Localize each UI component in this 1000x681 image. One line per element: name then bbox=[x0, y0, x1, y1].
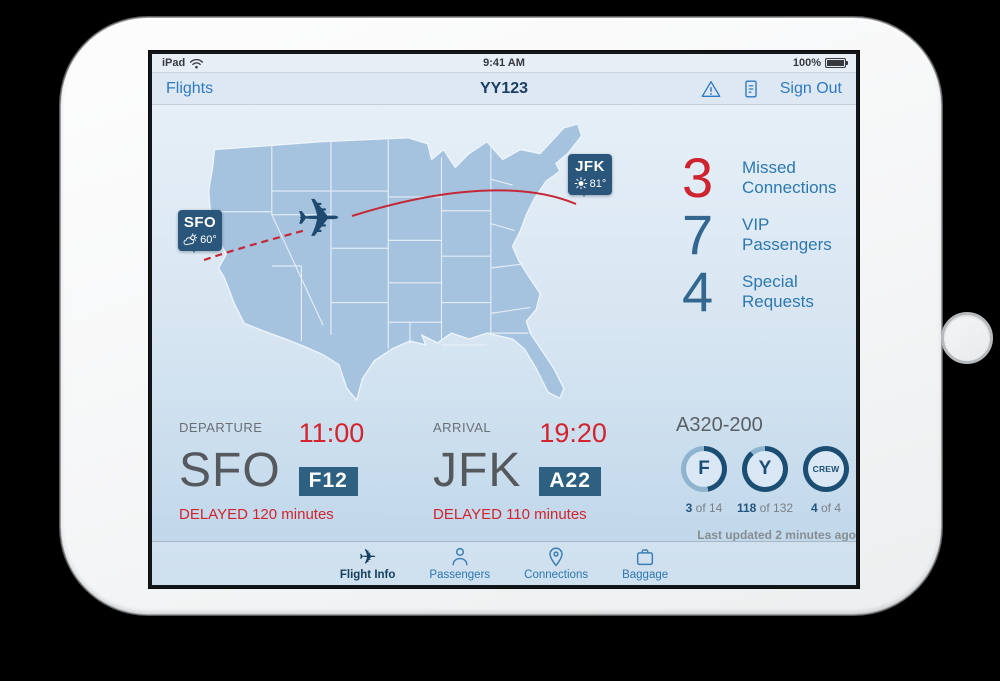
cabin-count: 118 of 132 bbox=[736, 501, 794, 515]
cabin-letter: Y bbox=[747, 451, 783, 487]
cabin-crew: CREW 4 of 4 bbox=[798, 446, 854, 515]
departure-heading: DEPARTURE bbox=[179, 420, 263, 435]
arrival-gate-badge: A22 bbox=[539, 466, 601, 496]
destination-code: JFK bbox=[575, 158, 605, 175]
clock: 9:41 AM bbox=[483, 57, 525, 69]
battery-percent: 100% bbox=[792, 57, 821, 69]
stat-label: VIP Passengers bbox=[742, 214, 832, 254]
us-map-outline bbox=[207, 123, 583, 401]
report-icon[interactable] bbox=[740, 78, 762, 100]
home-button[interactable] bbox=[941, 312, 993, 364]
stat-value: 7 bbox=[682, 203, 713, 266]
stat-value: 3 bbox=[682, 146, 713, 209]
destination-marker[interactable]: JFK 81° bbox=[568, 154, 612, 197]
sunny-icon bbox=[574, 177, 588, 190]
departure-airport-code: SFO bbox=[179, 444, 281, 497]
app-display: iPad 9:41 AM 100% Fli bbox=[152, 54, 856, 585]
tab-connections[interactable]: Connections bbox=[524, 546, 588, 585]
status-bar: iPad 9:41 AM 100% bbox=[152, 54, 856, 73]
stat-label: Missed Connections bbox=[742, 157, 837, 197]
arrival-heading: ARRIVAL bbox=[433, 420, 492, 435]
battery-icon bbox=[825, 58, 848, 68]
tab-baggage[interactable]: Baggage bbox=[622, 546, 668, 585]
cabin-first: F 3 of 14 bbox=[676, 446, 732, 515]
cabin-letter: F bbox=[686, 451, 722, 487]
cabin-gauge-crew: CREW bbox=[803, 446, 849, 492]
departure-delay-status: DELAYED 120 minutes bbox=[179, 505, 334, 523]
stat-label: Special Requests bbox=[742, 271, 814, 311]
tab-flight-info[interactable]: ✈ Flight Info bbox=[339, 545, 396, 581]
origin-marker[interactable]: SFO 60° bbox=[178, 210, 222, 253]
destination-temp: 81° bbox=[589, 177, 607, 190]
aircraft-model: A320-200 bbox=[676, 414, 763, 436]
sign-out-button[interactable]: Sign Out bbox=[779, 79, 842, 97]
arrival-airport-code: JFK bbox=[433, 444, 522, 497]
origin-code: SFO bbox=[183, 214, 217, 231]
passengers-icon bbox=[452, 547, 468, 566]
cabin-count: 3 of 14 bbox=[685, 501, 723, 515]
cabin-gauge-f: F bbox=[681, 446, 727, 492]
tab-bar: ✈ Flight Info Passengers bbox=[152, 541, 856, 585]
cabin-economy: Y 118 of 132 bbox=[737, 446, 793, 515]
ipad-frame: iPad 9:41 AM 100% Fli bbox=[60, 17, 993, 615]
baggage-icon bbox=[637, 549, 654, 566]
arrival-delay-status: DELAYED 110 minutes bbox=[433, 505, 587, 523]
partly-cloudy-icon bbox=[183, 233, 198, 246]
back-button-flights[interactable]: Flights bbox=[166, 79, 214, 97]
arrival-time: 19:20 bbox=[539, 418, 607, 448]
tab-passengers[interactable]: Passengers bbox=[429, 546, 490, 585]
plane-marker: ✈ bbox=[296, 187, 342, 250]
cabin-gauge-y: Y bbox=[742, 446, 788, 492]
stat-missed-connections: 3 Missed Connections bbox=[682, 146, 856, 209]
wifi-icon bbox=[190, 58, 204, 68]
cabin-count: 4 of 4 bbox=[810, 501, 842, 515]
departure-gate-badge: F12 bbox=[298, 466, 358, 496]
stats-panel: 3 Missed Connections 7 VIP Passengers 4 … bbox=[682, 146, 856, 323]
cabin-letter: CREW bbox=[808, 451, 844, 487]
nav-bar: Flights YY123 Sign Out bbox=[152, 73, 856, 105]
plane-icon: ✈ bbox=[358, 545, 377, 569]
warning-icon[interactable] bbox=[700, 78, 722, 100]
origin-temp: 60° bbox=[200, 233, 217, 246]
stat-special-requests: 4 Special Requests bbox=[682, 260, 856, 323]
arrival-panel: ARRIVAL 19:20 JFK A22 DELAYED 110 minute… bbox=[433, 420, 607, 523]
stat-vip-passengers: 7 VIP Passengers bbox=[682, 203, 856, 266]
aircraft-panel: A320-200 F 3 of 14 Y 118 of 13 bbox=[676, 414, 856, 542]
departure-panel: DEPARTURE 11:00 SFO F12 DELAYED 120 minu… bbox=[179, 420, 364, 523]
carrier-label: iPad bbox=[162, 57, 186, 69]
last-updated: Last updated 2 minutes ago bbox=[697, 528, 856, 542]
flight-number-title: YY123 bbox=[479, 79, 529, 97]
screen: iPad 9:41 AM 100% Fli bbox=[149, 51, 859, 588]
stat-value: 4 bbox=[682, 260, 713, 323]
pin-icon bbox=[549, 547, 563, 567]
departure-time: 11:00 bbox=[298, 418, 365, 448]
